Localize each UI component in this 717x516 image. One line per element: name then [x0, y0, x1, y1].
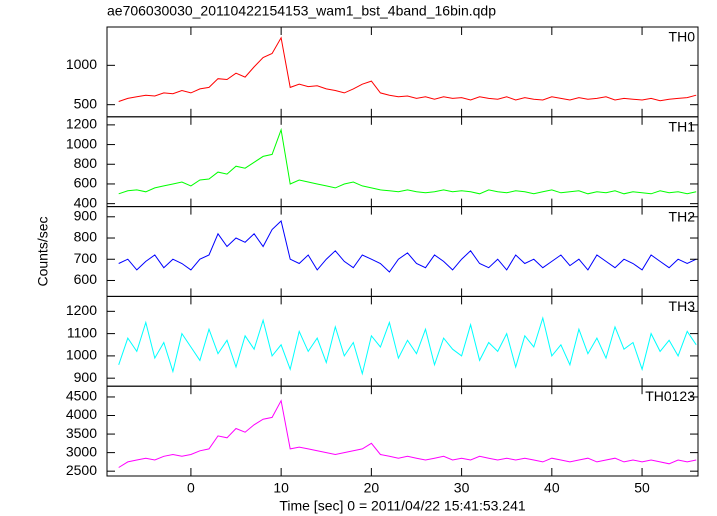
y-axis-label: Counts/sec — [35, 216, 51, 286]
panel-frame — [106, 116, 699, 208]
y-tick-label: 600 — [74, 271, 98, 287]
y-tick-label: 1200 — [66, 116, 97, 132]
y-tick-label: 800 — [74, 229, 98, 245]
panel-label: TH1 — [669, 119, 696, 135]
data-line — [118, 220, 697, 273]
y-tick-label: 1000 — [66, 347, 97, 363]
chart-title: ae706030030_20110422154153_wam1_bst_4ban… — [107, 3, 496, 19]
panel-frame — [106, 206, 699, 297]
y-tick-label: 1000 — [66, 135, 97, 151]
data-line — [118, 127, 697, 195]
panel-frame — [106, 295, 699, 387]
y-tick-label: 3000 — [66, 443, 97, 459]
panel-frame — [106, 26, 699, 118]
panel-frame — [106, 385, 699, 477]
panel-label: TH2 — [669, 208, 696, 224]
data-line — [118, 316, 697, 376]
data-line — [118, 399, 697, 468]
x-tick-label: 0 — [187, 480, 195, 496]
y-tick-label: 500 — [74, 95, 98, 111]
y-tick-label: 800 — [74, 155, 98, 171]
x-tick-label: 30 — [454, 480, 470, 496]
y-tick-label: 3500 — [66, 425, 97, 441]
y-tick-label: 900 — [74, 369, 98, 385]
y-tick-label: 900 — [74, 207, 98, 223]
y-tick-label: 2500 — [66, 462, 97, 478]
y-tick-label: 600 — [74, 175, 98, 191]
y-tick-label: 400 — [74, 194, 98, 210]
y-tick-label: 1000 — [66, 56, 97, 72]
y-tick-label: 4000 — [66, 406, 97, 422]
y-tick-label: 1100 — [67, 324, 97, 340]
x-tick-label: 20 — [364, 480, 380, 496]
panel-label: TH3 — [669, 298, 696, 314]
y-tick-label: 4500 — [66, 388, 97, 404]
y-tick-label: 1200 — [66, 302, 97, 318]
x-axis-label: Time [sec] 0 = 2011/04/22 15:41:53.241 — [279, 498, 526, 514]
panel-label: TH0 — [669, 29, 696, 45]
x-tick-label: 10 — [273, 480, 289, 496]
panel-label: TH0123 — [645, 388, 695, 404]
x-tick-label: 40 — [544, 480, 560, 496]
data-line — [118, 36, 697, 102]
y-tick-label: 700 — [74, 250, 98, 266]
x-tick-label: 50 — [634, 480, 650, 496]
